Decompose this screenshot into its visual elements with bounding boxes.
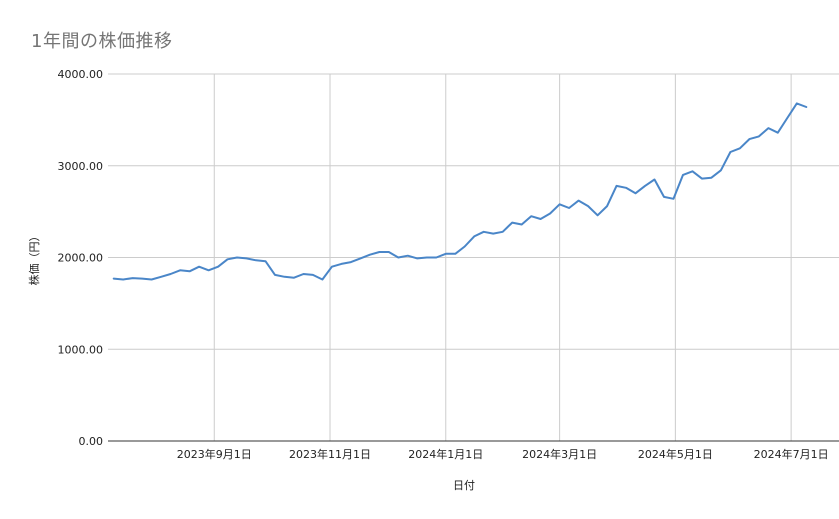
y-tick-label: 4000.00: [58, 68, 104, 81]
x-tick-label: 2024年5月1日: [638, 447, 713, 461]
chart-title: 1年間の株価推移: [31, 31, 173, 52]
x-axis-title: 日付: [453, 479, 475, 492]
y-tick-label: 0.00: [79, 435, 104, 448]
y-tick-label: 1000.00: [58, 343, 104, 356]
x-tick-label: 2024年3月1日: [522, 447, 597, 461]
x-tick-label: 2024年7月1日: [754, 447, 829, 461]
x-tick-label: 2023年11月1日: [289, 447, 371, 461]
y-axis-title: 株価（円）: [27, 231, 41, 286]
price-line-series: [112, 102, 808, 281]
x-tick-label: 2023年9月1日: [177, 447, 252, 461]
y-tick-label: 2000.00: [58, 252, 104, 265]
y-tick-label: 3000.00: [58, 160, 104, 173]
x-tick-label: 2024年1月1日: [408, 447, 483, 461]
